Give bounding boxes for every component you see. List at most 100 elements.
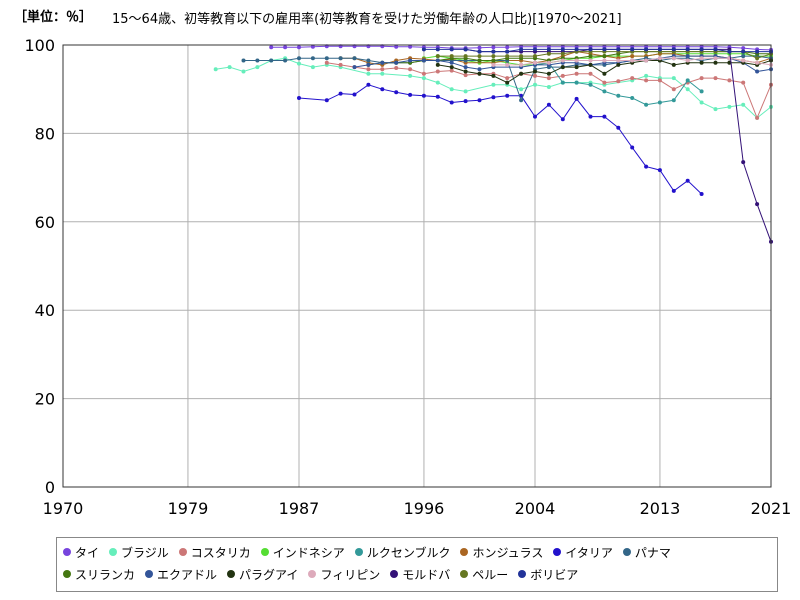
data-point	[685, 58, 690, 63]
data-point	[408, 73, 413, 78]
data-point	[560, 73, 565, 78]
data-point	[685, 87, 690, 92]
data-point	[616, 79, 621, 84]
legend-label: インドネシア	[272, 545, 345, 560]
data-point	[713, 56, 718, 61]
data-point	[505, 49, 510, 54]
data-point	[713, 76, 718, 81]
data-point	[644, 73, 649, 78]
data-point	[657, 78, 662, 83]
data-point	[755, 69, 760, 74]
data-point	[533, 73, 537, 78]
data-point	[755, 49, 760, 54]
data-point	[546, 71, 551, 76]
data-point	[657, 100, 662, 105]
data-point	[602, 54, 607, 59]
data-point	[699, 192, 704, 196]
legend-row: スリランカ エクアドル パラグアイ フィリピン モルドバ ペルー ボリビア	[63, 563, 771, 585]
legend-label: スリランカ	[75, 567, 136, 582]
data-point	[505, 80, 510, 85]
data-point	[449, 100, 454, 105]
data-point	[755, 202, 760, 207]
data-point	[297, 61, 301, 66]
y-tick-label: 100	[24, 36, 55, 55]
data-point	[491, 58, 496, 63]
data-point	[491, 54, 496, 59]
data-point	[519, 47, 524, 52]
data-point	[630, 54, 635, 59]
legend-item: イタリア	[553, 544, 613, 561]
x-tick-label: 1979	[168, 499, 209, 518]
data-point	[477, 67, 482, 72]
data-point	[477, 58, 482, 63]
data-point	[394, 66, 399, 70]
data-point	[741, 58, 746, 63]
x-tick-label: 2004	[515, 499, 556, 518]
legend-item: タイ	[63, 544, 99, 561]
data-point	[644, 78, 649, 83]
legend-item: パラグアイ	[227, 566, 298, 583]
legend-marker	[227, 570, 236, 578]
data-point	[283, 58, 288, 63]
data-point	[741, 160, 746, 165]
data-point	[408, 58, 413, 63]
y-tick-label: 40	[35, 301, 55, 320]
data-point	[699, 60, 704, 65]
data-point	[616, 125, 621, 130]
data-point	[644, 164, 649, 169]
legend-label: ホンジュラス	[472, 545, 544, 560]
y-tick-label: 0	[45, 478, 55, 497]
data-point	[741, 54, 746, 59]
data-point	[671, 56, 676, 61]
data-point	[713, 107, 718, 112]
data-point	[602, 71, 607, 76]
data-point	[477, 45, 482, 50]
legend-item: パナマ	[622, 544, 671, 561]
data-point	[366, 82, 371, 87]
data-point	[699, 100, 704, 105]
series-line	[465, 48, 772, 242]
data-point	[324, 60, 329, 65]
legend-item: ペルー	[460, 566, 508, 583]
data-point	[741, 49, 746, 54]
legend-label: パナマ	[634, 545, 671, 560]
legend-label: コスタリカ	[190, 545, 251, 560]
data-point	[269, 45, 274, 50]
data-point	[380, 60, 385, 65]
data-point	[546, 85, 551, 89]
data-point	[546, 60, 551, 65]
data-point	[297, 45, 301, 50]
data-point	[741, 46, 746, 51]
data-point	[352, 92, 357, 97]
legend-marker	[63, 570, 71, 578]
data-point	[435, 80, 440, 85]
data-point	[560, 65, 565, 70]
legend-item: フィリピン	[308, 566, 380, 583]
data-point	[588, 54, 593, 59]
data-point	[352, 65, 357, 70]
data-point	[685, 47, 690, 52]
data-point	[755, 115, 760, 120]
data-point	[380, 71, 385, 76]
data-point	[616, 93, 621, 98]
series-line	[298, 84, 702, 195]
x-tick-label: 1996	[404, 499, 445, 518]
data-point	[560, 51, 565, 56]
legend-label: イタリア	[565, 545, 613, 560]
data-point	[421, 71, 426, 76]
legend-marker	[390, 570, 399, 578]
legend-marker	[460, 570, 469, 578]
data-point	[574, 65, 579, 70]
data-point	[727, 78, 732, 83]
data-point	[227, 65, 232, 70]
legend-marker	[63, 548, 71, 556]
data-point	[241, 58, 246, 63]
legend-marker	[622, 548, 631, 556]
data-point	[630, 58, 635, 63]
data-point	[366, 71, 371, 76]
legend-marker	[145, 570, 154, 578]
data-point	[699, 47, 704, 52]
data-point	[366, 58, 371, 63]
series	[297, 82, 704, 196]
data-point	[394, 90, 399, 95]
